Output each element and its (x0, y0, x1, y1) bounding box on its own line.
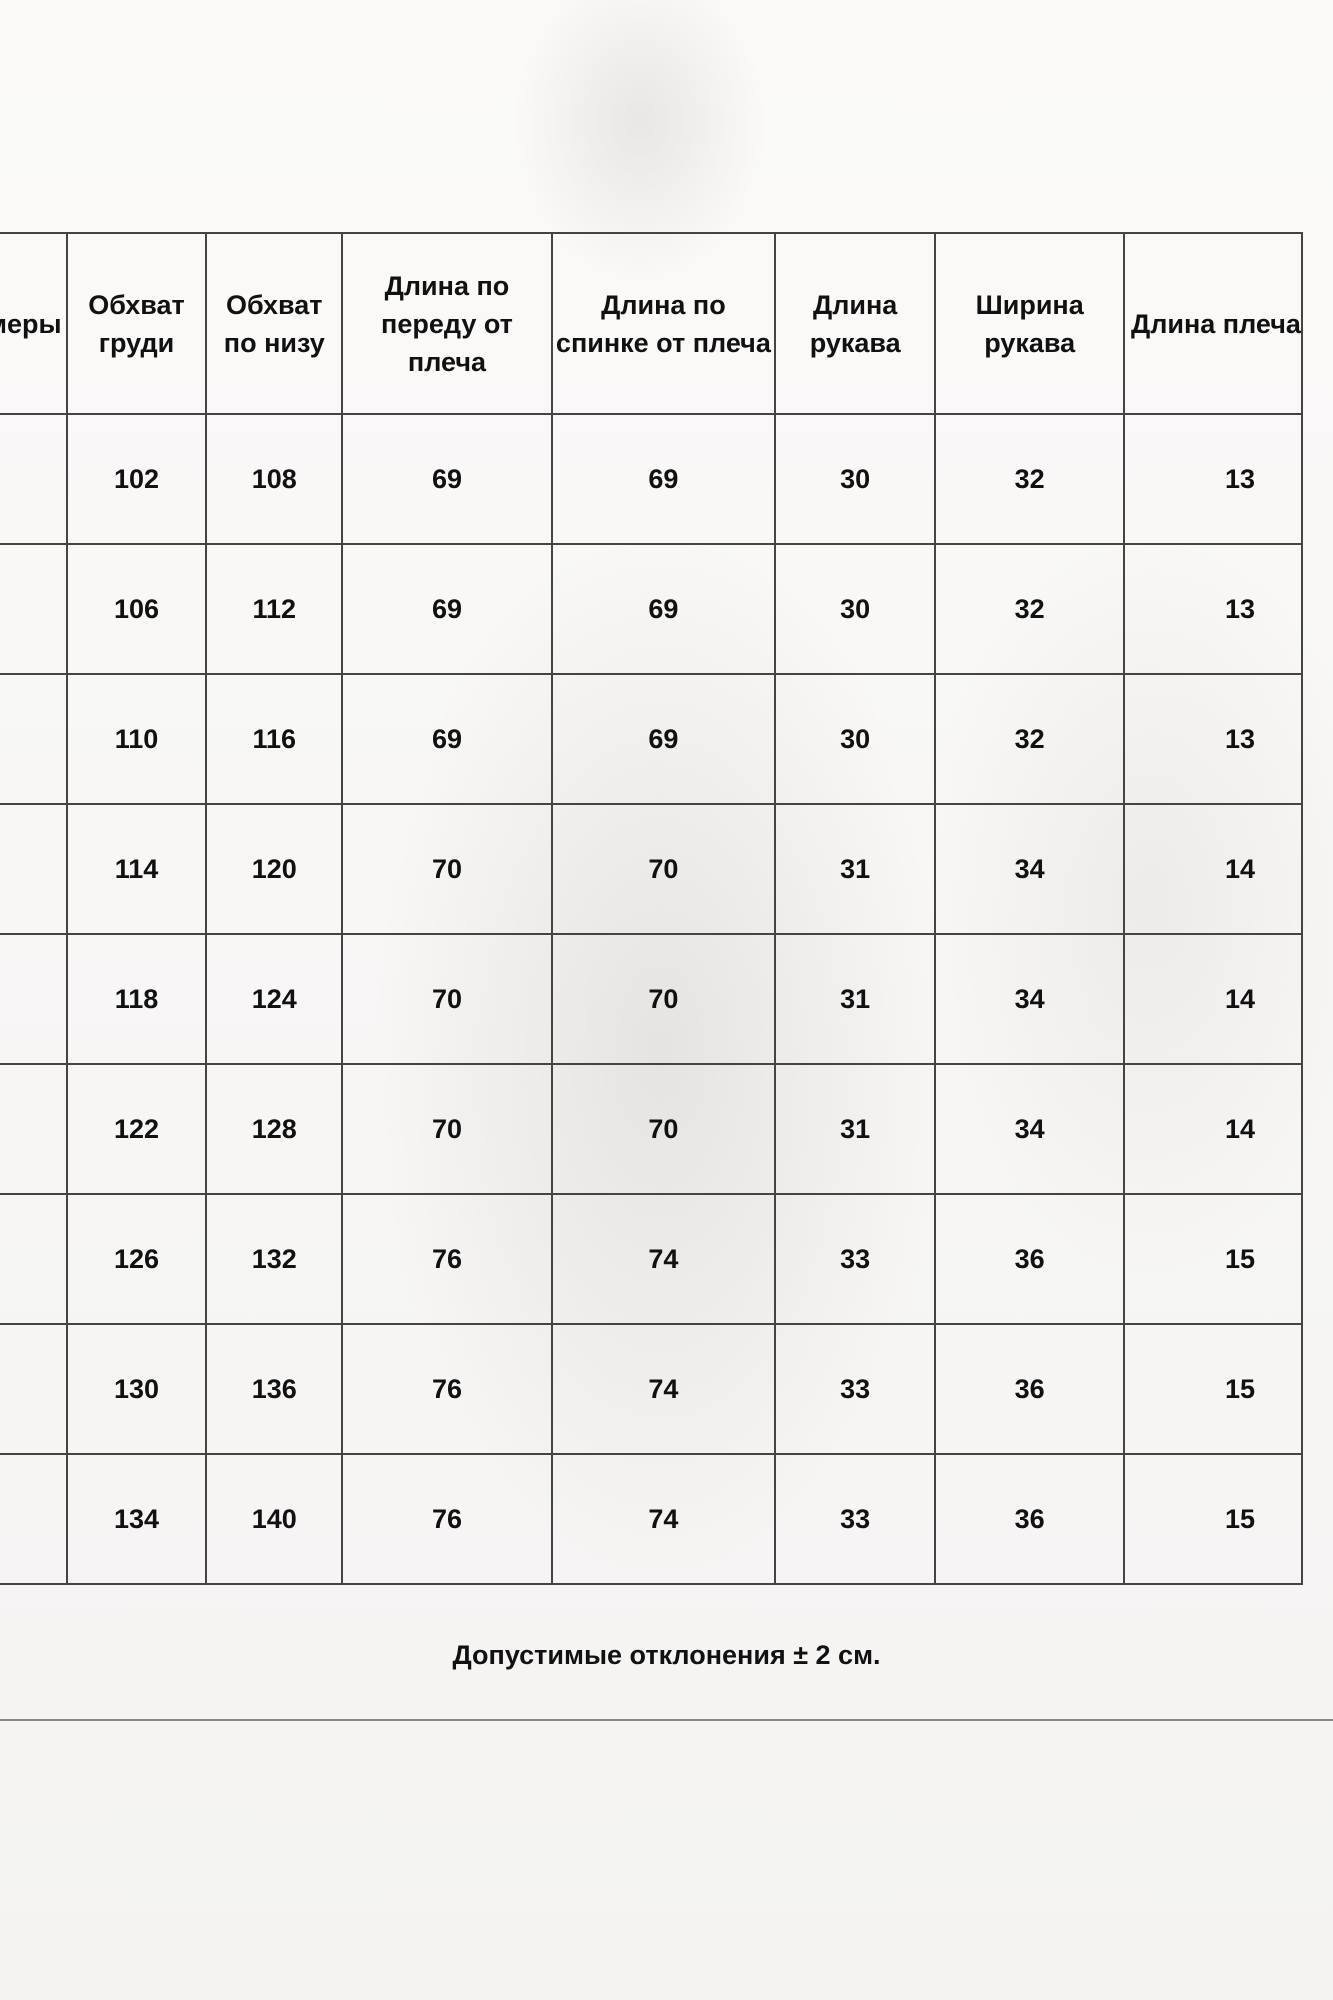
table-cell: 74 (550, 1453, 776, 1585)
table-cell: 70 (341, 803, 553, 935)
table-cell: 0 (0, 413, 68, 545)
column-header: Длина рукава (773, 232, 937, 415)
table-row: 61341407674333615 (0, 1453, 1304, 1585)
table-row: 61141207070313414 (0, 803, 1304, 935)
column-header: Длина плеча (1122, 232, 1304, 415)
table-cell: 69 (341, 543, 553, 675)
table-cell: 8 (0, 933, 68, 1065)
column-header: Обхват груди (65, 232, 208, 415)
table-cell: 128 (205, 1063, 344, 1195)
table-cell: 31 (773, 1063, 937, 1195)
table-cell: 36 (934, 1193, 1125, 1325)
table-cell: 34 (934, 1063, 1125, 1195)
table-cell: 4 (0, 673, 68, 805)
table-cell: 30 (773, 543, 937, 675)
tolerance-note: Допустимые отклонения ± 2 см. (452, 1640, 881, 1670)
table-cell: 30 (773, 673, 937, 805)
column-header: Длина по переду от плеча (341, 232, 553, 415)
table-cell: 69 (550, 673, 776, 805)
table-cell: 30 (773, 413, 937, 545)
divider (0, 1719, 1333, 1721)
table-cell: 33 (773, 1323, 937, 1455)
table-cell: 106 (65, 543, 208, 675)
table-cell: 69 (550, 413, 776, 545)
table-cell: 36 (934, 1453, 1125, 1585)
column-header-label: Размеры (0, 308, 62, 339)
table-cell: 122 (65, 1063, 208, 1195)
table-cell: 132 (205, 1193, 344, 1325)
table-cell: 34 (934, 803, 1125, 935)
table-cell: 130 (65, 1323, 208, 1455)
table-cell: 31 (773, 933, 937, 1065)
table-cell: 110 (65, 673, 208, 805)
table-cell: 70 (550, 803, 776, 935)
table-cell: 74 (550, 1323, 776, 1455)
table-cell: 140 (205, 1453, 344, 1585)
table-cell: 76 (341, 1453, 553, 1585)
table-cell: 124 (205, 933, 344, 1065)
table-cell: 15 (1122, 1193, 1304, 1325)
table-row: 21261327674333615 (0, 1193, 1304, 1325)
table-cell: 14 (1122, 933, 1304, 1065)
table-cell: 13 (1122, 673, 1304, 805)
column-header: Размеры (0, 232, 68, 415)
table-cell: 32 (934, 543, 1125, 675)
table-cell: 112 (205, 543, 344, 675)
table-cell: 116 (205, 673, 344, 805)
table-cell: 120 (205, 803, 344, 935)
column-header: Ширина рукава (934, 232, 1125, 415)
table-cell: 13 (1122, 543, 1304, 675)
table-cell: 118 (65, 933, 208, 1065)
table-cell: 2 (0, 1193, 68, 1325)
table-cell: 134 (65, 1453, 208, 1585)
table-cell: 31 (773, 803, 937, 935)
table-cell: 69 (341, 673, 553, 805)
table-cell: 15 (1122, 1453, 1304, 1585)
table-cell: 70 (550, 933, 776, 1065)
table-row: 21061126969303213 (0, 543, 1304, 675)
table-cell: 32 (934, 673, 1125, 805)
table-cell: 0 (0, 1063, 68, 1195)
table-cell: 2 (0, 543, 68, 675)
table-cell: 76 (341, 1193, 553, 1325)
table-cell: 74 (550, 1193, 776, 1325)
table-cell: 69 (341, 413, 553, 545)
table-cell: 33 (773, 1453, 937, 1585)
table-row: 01221287070313414 (0, 1063, 1304, 1195)
table-cell: 69 (550, 543, 776, 675)
table-cell: 126 (65, 1193, 208, 1325)
table-row: 01021086969303213 (0, 413, 1304, 545)
table-cell: 36 (934, 1323, 1125, 1455)
column-header: Длина по спинке от плеча (550, 232, 776, 415)
table-row: 41301367674333615 (0, 1323, 1304, 1455)
table-cell: 33 (773, 1193, 937, 1325)
table-cell: 70 (550, 1063, 776, 1195)
table-cell: 70 (341, 1063, 553, 1195)
table-cell: 15 (1122, 1323, 1304, 1455)
table-cell: 76 (341, 1323, 553, 1455)
table-cell: 14 (1122, 1063, 1304, 1195)
table-cell: 13 (1122, 413, 1304, 545)
table-row: 41101166969303213 (0, 673, 1304, 805)
table-cell: 14 (1122, 803, 1304, 935)
table-cell: 34 (934, 933, 1125, 1065)
table-cell: 108 (205, 413, 344, 545)
table-cell: 102 (65, 413, 208, 545)
table-cell: 6 (0, 803, 68, 935)
table-cell: 70 (341, 933, 553, 1065)
table-cell: 32 (934, 413, 1125, 545)
table-cell: 114 (65, 803, 208, 935)
column-header: Обхват по низу (205, 232, 344, 415)
table-cell: 6 (0, 1453, 68, 1585)
table-row: 81181247070313414 (0, 933, 1304, 1065)
table-cell: 4 (0, 1323, 68, 1455)
table-cell: 136 (205, 1323, 344, 1455)
